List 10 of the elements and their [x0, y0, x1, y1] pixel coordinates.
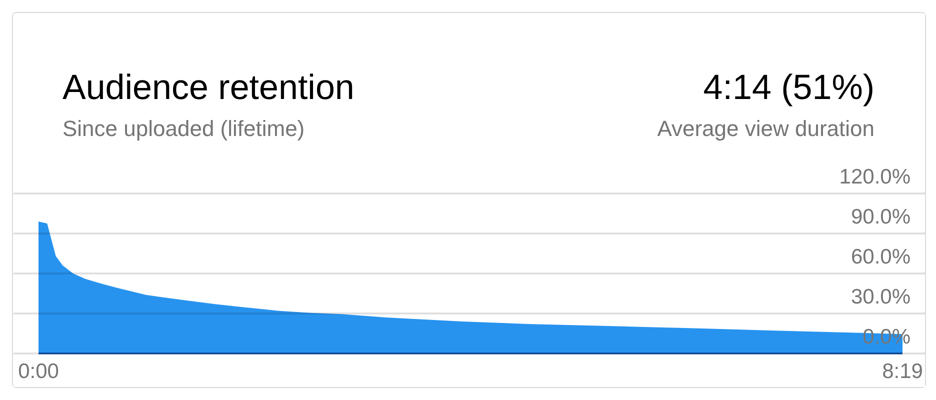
x-tick-label: 8:19 [882, 360, 923, 383]
chart-subtitle: Since uploaded (lifetime) [62, 116, 305, 141]
x-tick-label: 0:00 [18, 360, 59, 383]
y-tick-label: 30.0% [850, 286, 910, 308]
y-tick-label: 120.0% [839, 166, 911, 188]
y-tick-label: 60.0% [850, 246, 910, 268]
chart-title: Audience retention [62, 68, 354, 107]
text: 4:14 (51%) [703, 68, 875, 107]
text: Average view duration [657, 116, 875, 141]
y-tick-label: 90.0% [850, 206, 910, 228]
